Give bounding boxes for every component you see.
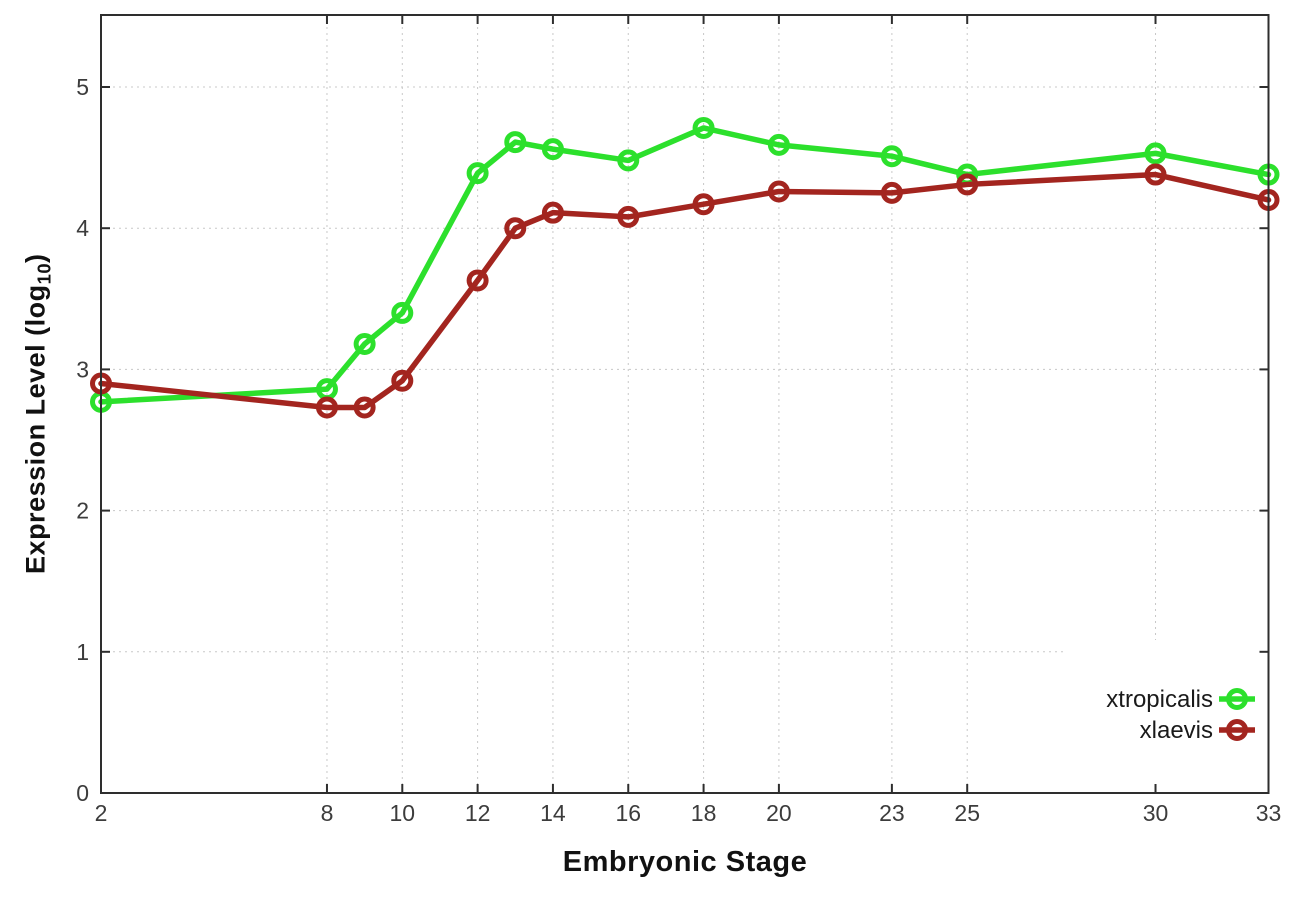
x-tick-label: 2 [95,800,108,826]
x-tick-label: 23 [879,800,905,826]
legend-marker-xlaevis [1226,719,1248,741]
y-axis-title-text: Expression Level (log [20,284,51,574]
data-point-marker-xlaevis [391,369,414,392]
data-point-marker-xtropicalis [880,145,903,168]
data-point-marker-xtropicalis [504,131,527,154]
y-axis-title: Expression Level (log10) [20,214,55,614]
data-point-marker-xlaevis [767,180,790,203]
data-point-marker-xtropicalis [391,301,414,324]
y-tick-label: 1 [76,639,89,665]
y-tick-label: 4 [76,215,89,241]
data-point-marker-xtropicalis [767,133,790,156]
legend-backdrop [1066,640,1268,792]
data-point-marker-xlaevis [880,181,903,204]
data-point-marker-xlaevis [541,201,564,224]
data-point-marker-xlaevis [315,396,338,419]
x-tick-label: 30 [1143,800,1169,826]
x-tick-label: 20 [766,800,792,826]
data-point-marker-xtropicalis [617,149,640,172]
y-axis-title-suffix: ) [20,253,51,263]
x-tick-label: 10 [389,800,415,826]
data-point-marker-xlaevis [466,269,489,292]
x-tick-label: 16 [615,800,641,826]
x-tick-label: 18 [691,800,717,826]
data-point-marker-xtropicalis [692,116,715,139]
data-point-marker-xlaevis [692,193,715,216]
data-point-marker-xtropicalis [466,162,489,185]
data-point-marker-xlaevis [1144,163,1167,186]
legend-label-xtropicalis: xtropicalis [1106,686,1213,713]
data-point-marker-xtropicalis [1144,142,1167,165]
x-axis-title: Embryonic Stage [562,846,808,878]
x-tick-label: 25 [954,800,980,826]
plot-border [100,14,1270,794]
data-point-marker-xlaevis [504,217,527,240]
data-point-marker-xlaevis [617,205,640,228]
y-axis-title-subscript: 10 [33,262,55,285]
legend-label-xlaevis: xlaevis [1140,717,1213,744]
data-point-marker-xtropicalis [541,138,564,161]
y-tick-label: 0 [76,780,89,806]
series-line-xlaevis [98,171,1272,411]
x-tick-label: 8 [321,800,334,826]
x-tick-label: 12 [465,800,491,826]
x-tick-label: 14 [540,800,566,826]
data-point-marker-xlaevis [956,173,979,196]
data-point-marker-xtropicalis [353,332,376,355]
y-tick-label: 2 [76,498,89,524]
series-line-xtropicalis [98,125,1272,405]
data-point-marker-xlaevis [353,396,376,419]
legend-marker-xtropicalis [1226,688,1248,710]
y-tick-label: 5 [76,74,89,100]
y-tick-label: 3 [76,356,89,382]
x-tick-label: 33 [1256,800,1282,826]
